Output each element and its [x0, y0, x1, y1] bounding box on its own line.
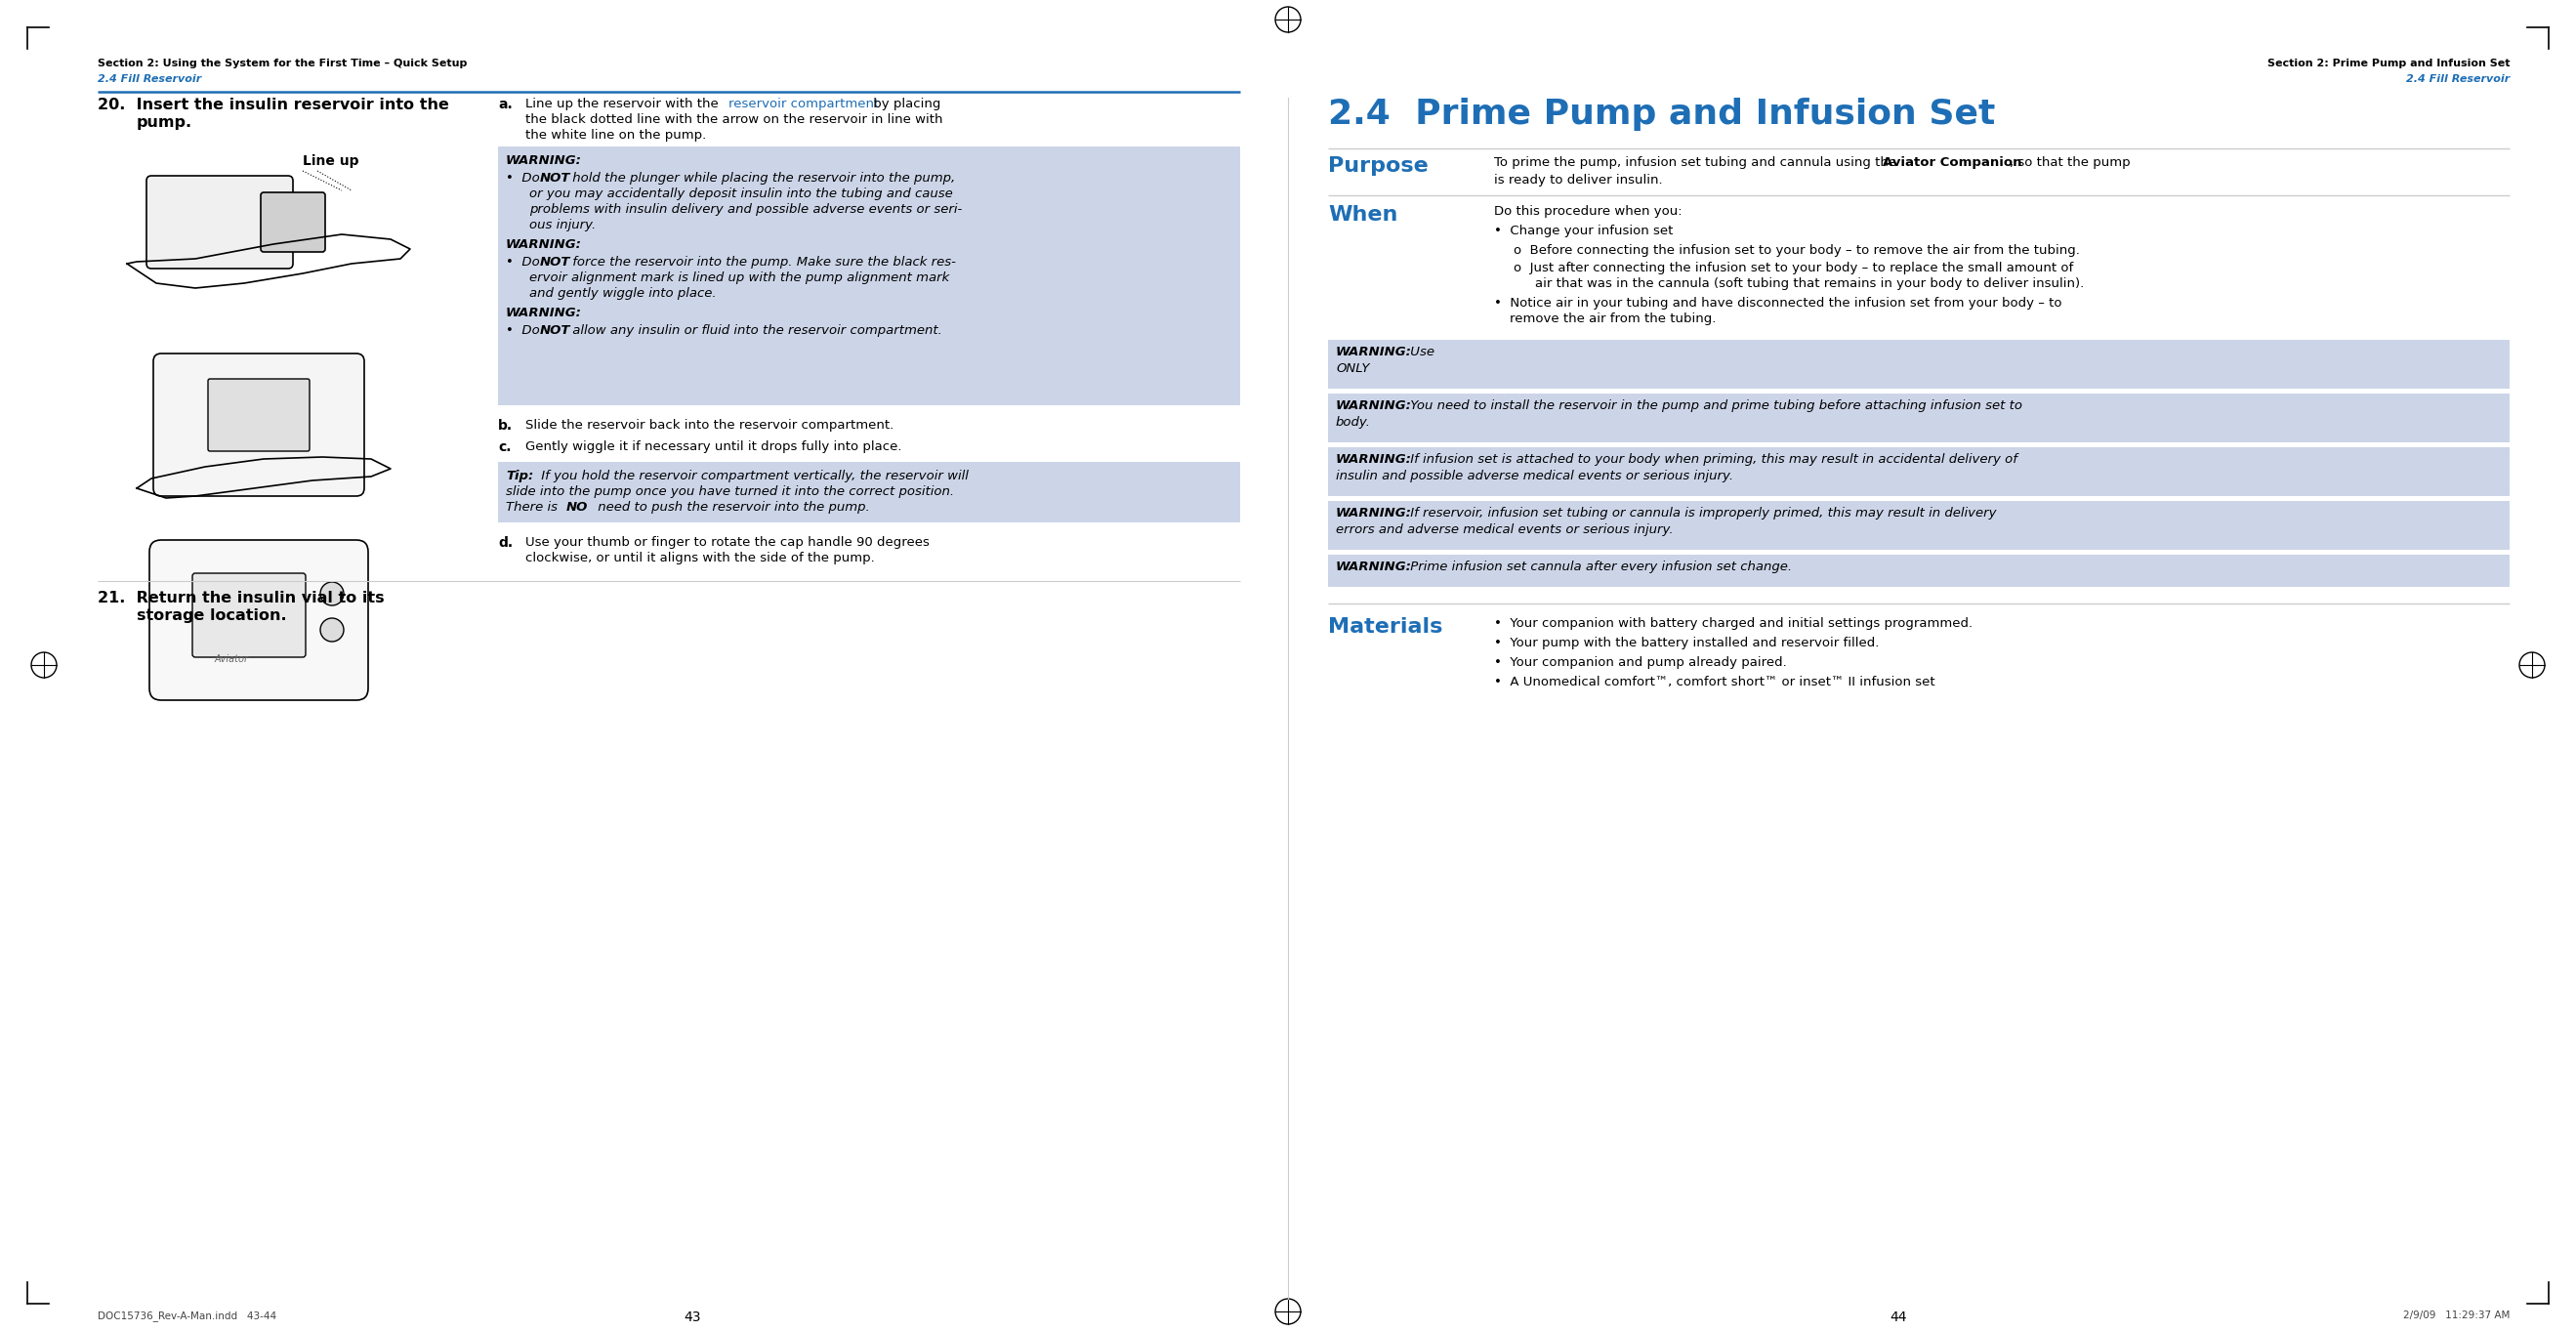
Text: Use your thumb or finger to rotate the cap handle 90 degrees: Use your thumb or finger to rotate the c…	[526, 536, 930, 548]
Text: the black dotted line with the arrow on the reservoir in line with: the black dotted line with the arrow on …	[526, 113, 943, 126]
Text: c.: c.	[497, 441, 510, 454]
Text: reservoir compartment: reservoir compartment	[729, 97, 878, 110]
Text: ervoir alignment mark is lined up with the pump alignment mark: ervoir alignment mark is lined up with t…	[528, 272, 951, 284]
Text: WARNING:: WARNING:	[1337, 560, 1412, 574]
Text: or you may accidentally deposit insulin into the tubing and cause: or you may accidentally deposit insulin …	[528, 188, 953, 200]
Text: Tip:: Tip:	[505, 470, 533, 482]
Text: NO: NO	[567, 500, 587, 514]
FancyBboxPatch shape	[497, 462, 1239, 523]
Text: by placing: by placing	[868, 97, 940, 110]
Text: o  Before connecting the infusion set to your body – to remove the air from the : o Before connecting the infusion set to …	[1515, 244, 2079, 257]
FancyBboxPatch shape	[193, 574, 307, 658]
Text: body.: body.	[1337, 417, 1370, 429]
Text: If reservoir, infusion set tubing or cannula is improperly primed, this may resu: If reservoir, infusion set tubing or can…	[1406, 507, 1996, 519]
Text: When: When	[1329, 205, 1399, 225]
Text: •  Do: • Do	[505, 172, 544, 185]
Text: Gently wiggle it if necessary until it drops fully into place.: Gently wiggle it if necessary until it d…	[526, 441, 902, 453]
FancyBboxPatch shape	[1329, 394, 2509, 442]
FancyBboxPatch shape	[1329, 339, 2509, 389]
Text: •  Your companion with battery charged and initial settings programmed.: • Your companion with battery charged an…	[1494, 618, 1973, 630]
Text: WARNING:: WARNING:	[1337, 346, 1412, 358]
Text: WARNING:: WARNING:	[1337, 507, 1412, 519]
Text: •  Your companion and pump already paired.: • Your companion and pump already paired…	[1494, 656, 1788, 669]
Text: force the reservoir into the pump. Make sure the black res-: force the reservoir into the pump. Make …	[569, 256, 956, 269]
Text: ous injury.: ous injury.	[528, 218, 595, 232]
Text: NOT: NOT	[541, 172, 572, 185]
Text: 43: 43	[685, 1311, 701, 1324]
Text: NOT: NOT	[541, 325, 572, 337]
Text: b.: b.	[497, 419, 513, 433]
Text: •  Do: • Do	[505, 325, 544, 337]
Text: Prime infusion set cannula after every infusion set change.: Prime infusion set cannula after every i…	[1406, 560, 1793, 574]
Text: WARNING:: WARNING:	[1337, 399, 1412, 413]
Text: WARNING:: WARNING:	[505, 238, 582, 252]
FancyBboxPatch shape	[260, 193, 325, 252]
Text: , so that the pump: , so that the pump	[2009, 156, 2130, 169]
Text: Purpose: Purpose	[1329, 156, 1427, 176]
Text: Line up the reservoir with the: Line up the reservoir with the	[526, 97, 724, 110]
Text: Line up: Line up	[304, 154, 358, 168]
Text: air that was in the cannula (soft tubing that remains in your body to deliver in: air that was in the cannula (soft tubing…	[1535, 277, 2084, 290]
Text: •  Your pump with the battery installed and reservoir filled.: • Your pump with the battery installed a…	[1494, 636, 1878, 650]
Text: Section 2: Using the System for the First Time – Quick Setup: Section 2: Using the System for the Firs…	[98, 59, 466, 68]
Text: need to push the reservoir into the pump.: need to push the reservoir into the pump…	[592, 500, 871, 514]
Text: is ready to deliver insulin.: is ready to deliver insulin.	[1494, 174, 1662, 186]
FancyBboxPatch shape	[1329, 555, 2509, 587]
Text: slide into the pump once you have turned it into the correct position.: slide into the pump once you have turned…	[505, 486, 953, 498]
Text: 2.4 Fill Reservoir: 2.4 Fill Reservoir	[2406, 75, 2509, 84]
Text: insulin and possible adverse medical events or serious injury.: insulin and possible adverse medical eve…	[1337, 470, 1734, 482]
FancyBboxPatch shape	[149, 540, 368, 700]
FancyBboxPatch shape	[1329, 500, 2509, 550]
Text: and gently wiggle into place.: and gently wiggle into place.	[528, 287, 716, 299]
Text: Materials: Materials	[1329, 618, 1443, 636]
Text: hold the plunger while placing the reservoir into the pump,: hold the plunger while placing the reser…	[569, 172, 956, 185]
Text: d.: d.	[497, 536, 513, 550]
Text: Use: Use	[1406, 346, 1437, 358]
Text: 20.  Insert the insulin reservoir into the: 20. Insert the insulin reservoir into th…	[98, 97, 448, 112]
Text: DOC15736_Rev-A-Man.indd   43-44: DOC15736_Rev-A-Man.indd 43-44	[98, 1311, 276, 1322]
Text: WARNING:: WARNING:	[505, 154, 582, 166]
FancyBboxPatch shape	[147, 176, 294, 269]
Text: errors and adverse medical events or serious injury.: errors and adverse medical events or ser…	[1337, 523, 1674, 536]
Text: •  Do: • Do	[505, 256, 544, 269]
FancyBboxPatch shape	[209, 379, 309, 451]
Text: NOT: NOT	[541, 256, 572, 269]
Text: 44: 44	[1891, 1311, 1906, 1324]
Text: •  Notice air in your tubing and have disconnected the infusion set from your bo: • Notice air in your tubing and have dis…	[1494, 297, 2061, 310]
Text: If you hold the reservoir compartment vertically, the reservoir will: If you hold the reservoir compartment ve…	[536, 470, 969, 482]
Text: ONLY: ONLY	[1337, 362, 1370, 375]
Text: WARNING:: WARNING:	[1337, 453, 1412, 466]
Text: storage location.: storage location.	[137, 608, 286, 623]
Text: 21.  Return the insulin vial to its: 21. Return the insulin vial to its	[98, 591, 384, 606]
Text: Aviator Companion: Aviator Companion	[1883, 156, 2022, 169]
Text: If infusion set is attached to your body when priming, this may result in accide: If infusion set is attached to your body…	[1406, 453, 2017, 466]
Text: You need to install the reservoir in the pump and prime tubing before attaching : You need to install the reservoir in the…	[1406, 399, 2022, 413]
Text: WARNING:: WARNING:	[505, 306, 582, 319]
FancyBboxPatch shape	[155, 354, 363, 496]
Text: Section 2: Prime Pump and Infusion Set: Section 2: Prime Pump and Infusion Set	[2267, 59, 2509, 68]
Text: o  Just after connecting the infusion set to your body – to replace the small am: o Just after connecting the infusion set…	[1515, 262, 2074, 274]
Text: •  A Unomedical comfort™, comfort short™ or inset™ II infusion set: • A Unomedical comfort™, comfort short™ …	[1494, 676, 1935, 688]
Text: problems with insulin delivery and possible adverse events or seri-: problems with insulin delivery and possi…	[528, 204, 961, 216]
Text: •  Change your infusion set: • Change your infusion set	[1494, 225, 1672, 237]
Text: pump.: pump.	[137, 116, 193, 130]
Text: a.: a.	[497, 97, 513, 112]
Text: remove the air from the tubing.: remove the air from the tubing.	[1510, 313, 1716, 325]
FancyBboxPatch shape	[497, 146, 1239, 405]
Text: 2.4 Fill Reservoir: 2.4 Fill Reservoir	[98, 75, 201, 84]
Text: Aviator: Aviator	[214, 655, 250, 664]
Text: Do this procedure when you:: Do this procedure when you:	[1494, 205, 1682, 218]
Text: To prime the pump, infusion set tubing and cannula using the: To prime the pump, infusion set tubing a…	[1494, 156, 1901, 169]
Circle shape	[319, 582, 343, 606]
FancyBboxPatch shape	[1329, 447, 2509, 496]
Text: 2/9/09   11:29:37 AM: 2/9/09 11:29:37 AM	[2403, 1311, 2509, 1320]
Circle shape	[319, 618, 343, 642]
Text: clockwise, or until it aligns with the side of the pump.: clockwise, or until it aligns with the s…	[526, 552, 876, 564]
Text: Slide the reservoir back into the reservoir compartment.: Slide the reservoir back into the reserv…	[526, 419, 894, 431]
Text: 2.4  Prime Pump and Infusion Set: 2.4 Prime Pump and Infusion Set	[1329, 97, 1996, 130]
Text: There is: There is	[505, 500, 562, 514]
Text: allow any insulin or fluid into the reservoir compartment.: allow any insulin or fluid into the rese…	[569, 325, 943, 337]
Text: the white line on the pump.: the white line on the pump.	[526, 129, 706, 141]
